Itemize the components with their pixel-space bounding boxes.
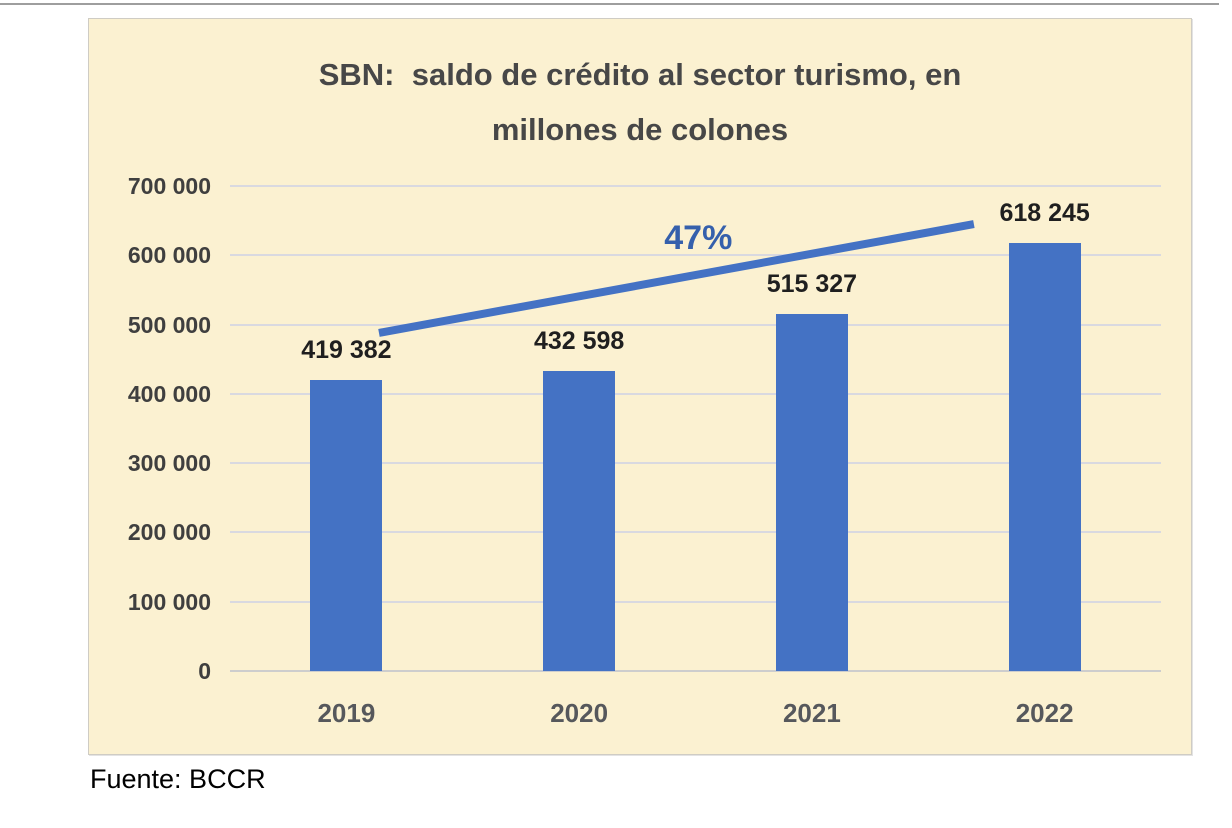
gridline: [230, 462, 1161, 465]
x-axis-tick-label-2021: 2021: [782, 698, 841, 728]
chart-title-line-2: millones de colones: [491, 112, 789, 147]
gridline: [230, 600, 1161, 603]
bar-2020: [543, 371, 616, 671]
bar-value-label-2020: 432 598: [533, 327, 625, 356]
source-note: Fuente: BCCR: [90, 764, 266, 794]
chart-title: SBN: saldo de crédito al sector turismo,…: [89, 47, 1191, 157]
gridline: [230, 254, 1161, 257]
y-axis-tick-label: 100 000: [127, 588, 211, 615]
x-axis-tick-label-2020: 2020: [550, 698, 609, 728]
plot-area: 419 382 432 598 515 327 618 245 47%: [230, 185, 1161, 672]
gridline: [230, 392, 1161, 395]
bar-2022: [1008, 242, 1081, 671]
bar-value-label-2019: 419 382: [301, 336, 392, 365]
chart-frame: SBN: saldo de crédito al sector turismo,…: [88, 18, 1192, 755]
trendline-percentage-label: 47%: [664, 218, 733, 257]
chart-title-line-1: SBN: saldo de crédito al sector turismo,…: [318, 57, 962, 92]
y-axis-tick-label: 600 000: [127, 242, 211, 269]
x-axis-line: [230, 670, 1161, 672]
bar-2019: [310, 380, 383, 671]
gridline: [230, 531, 1161, 534]
y-axis-tick-label: 700 000: [127, 173, 211, 199]
x-axis-tick-label-2022: 2022: [1015, 698, 1074, 728]
gridline: [230, 323, 1161, 326]
y-axis-tick-label: 300 000: [127, 450, 211, 477]
window-top-divider: [0, 3, 1219, 5]
y-axis-tick-label: 200 000: [127, 519, 211, 546]
bar-value-label-2021: 515 327: [766, 269, 858, 298]
y-axis-tick-label: 400 000: [127, 380, 211, 407]
bar-value-label-2022: 618 245: [999, 198, 1090, 227]
y-axis-tick-label: 500 000: [127, 311, 211, 338]
bar-2021: [775, 313, 848, 671]
trendline: [378, 220, 975, 337]
y-axis-tick-label: 0: [198, 658, 211, 684]
gridline: [230, 185, 1161, 187]
x-axis-tick-label-2019: 2019: [317, 698, 376, 728]
